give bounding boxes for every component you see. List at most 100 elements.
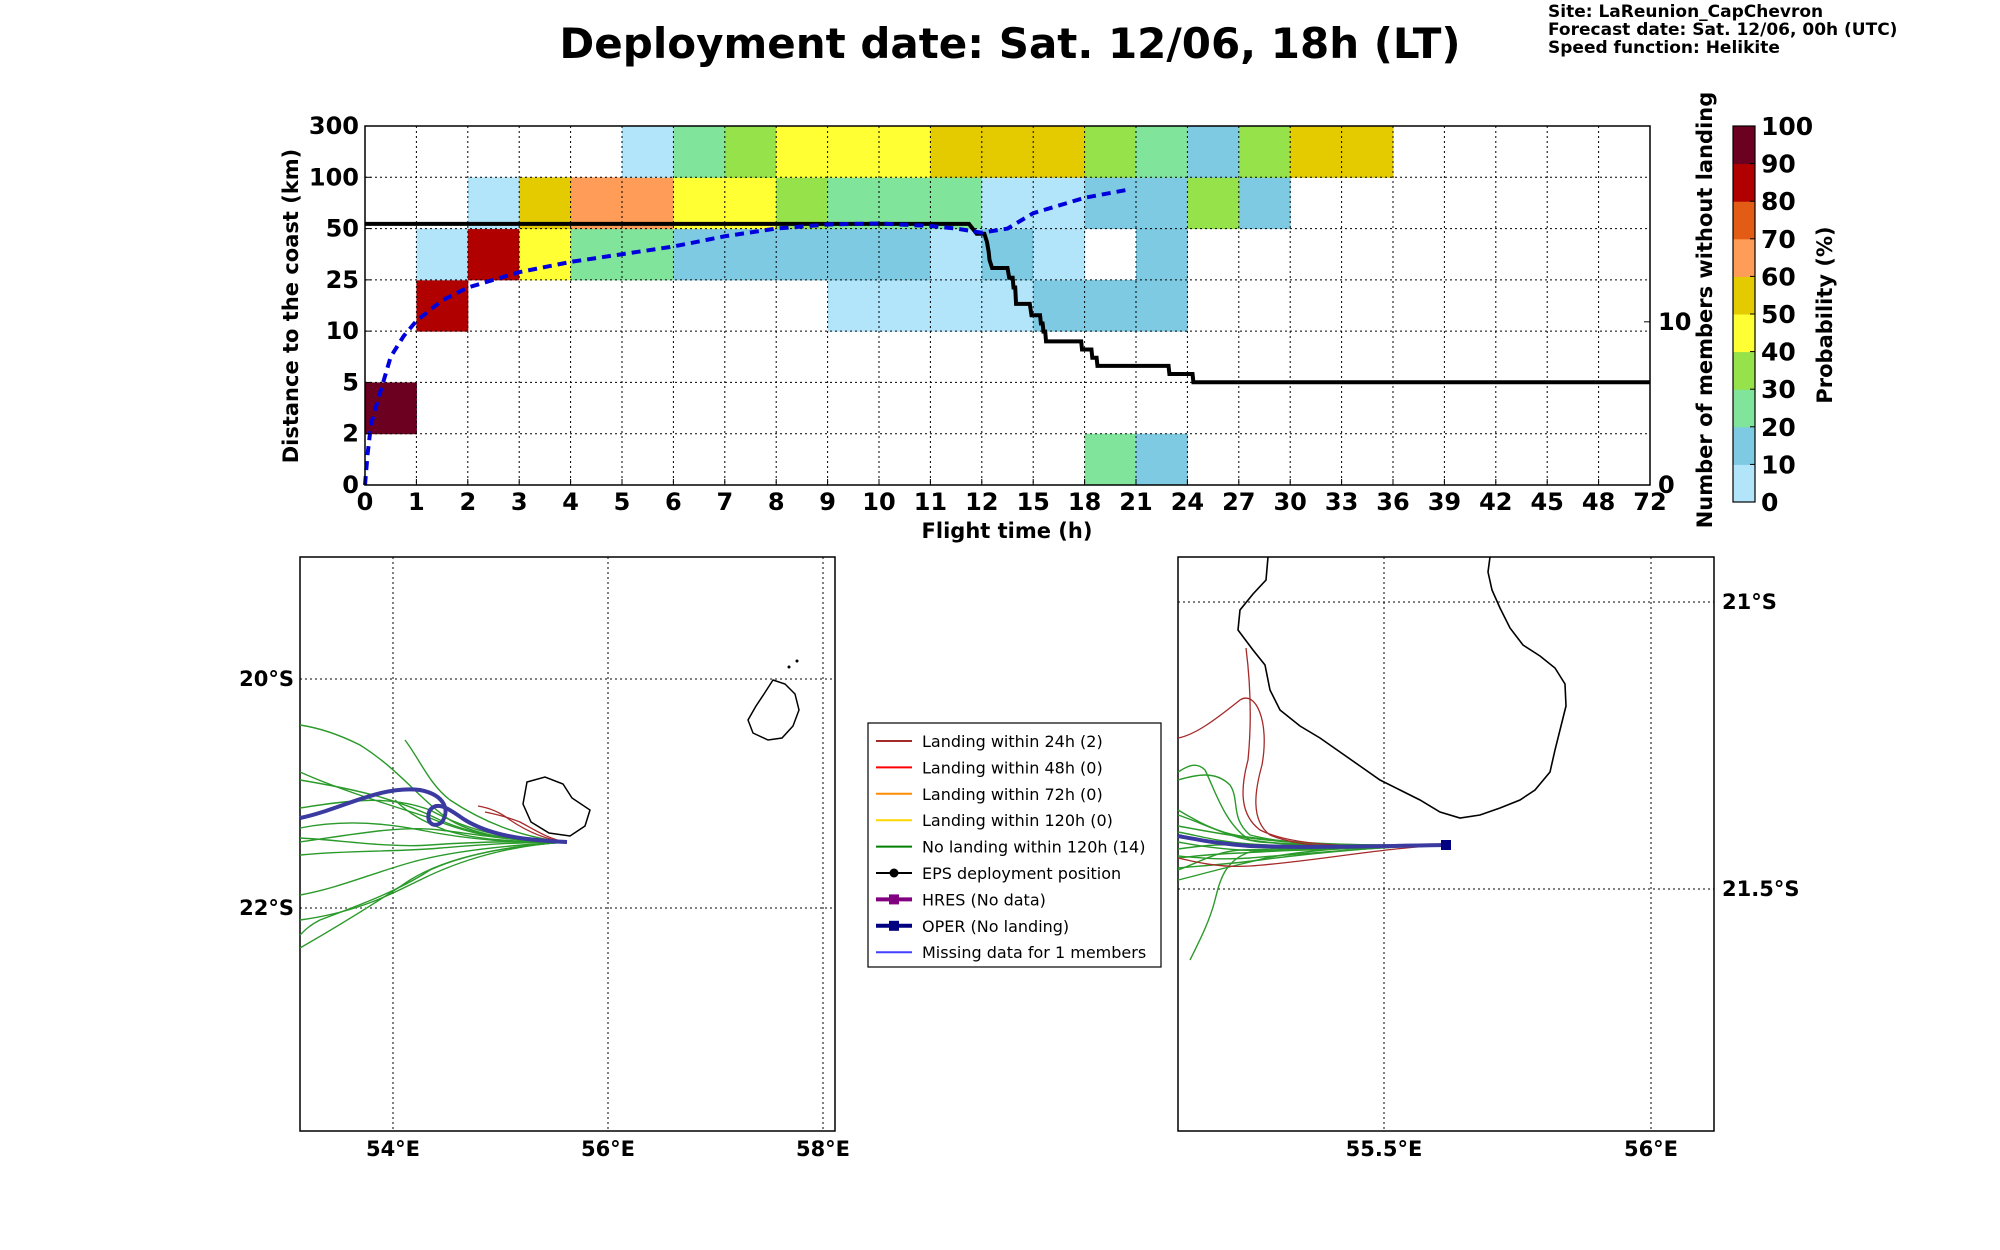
x-tick-label: 3 (511, 488, 528, 516)
heatmap-cell (1136, 228, 1188, 281)
heatmap-cell (930, 279, 983, 332)
plot-frame (364, 125, 1651, 486)
heatmap-cell (1238, 126, 1291, 178)
heatmap-cell (1238, 177, 1291, 230)
y-tick-label: 25 (326, 266, 359, 294)
x-tick-label: 4 (562, 488, 579, 516)
heatmap-cell (981, 126, 1034, 178)
legend-item: Missing data for 1 members (876, 943, 1146, 962)
colorbar-segment (1733, 389, 1755, 428)
lat-tick: 22°S (239, 896, 294, 920)
lat-tick: 21°S (1722, 590, 1777, 614)
left-map-oper-trajectory (299, 787, 568, 844)
axis-ticks: 0 1 2 3 4 5 6 7 8 9 10 11 12 15 18 21 24 27 30 33 36 39 42 45 48… (309, 112, 1692, 516)
y-axis-label: Distance to the coast (km) (279, 149, 303, 464)
heatmap-cell (416, 279, 469, 332)
x-tick-label: 11 (914, 488, 947, 516)
heatmap-cell (827, 228, 880, 281)
x-tick-label: 45 (1530, 488, 1563, 516)
colorbar-segment (1733, 426, 1755, 465)
heatmap-cell (673, 126, 726, 178)
colorbar-tick-label: 100 (1761, 112, 1813, 141)
heatmap-cell (827, 177, 880, 230)
left-map-landing-trajectories (477, 805, 568, 843)
legend-item: No landing within 120h (14) (876, 838, 1145, 857)
left-map-frame (299, 556, 836, 1132)
heatmap-cell (776, 177, 829, 230)
x-tick-label: 21 (1119, 488, 1152, 516)
legend-item: HRES (No data) (876, 890, 1046, 909)
right-map: 55.5°E 56°E 21°S 21.5°S (1177, 556, 1800, 1161)
colorbar-segment (1733, 276, 1755, 315)
legend-label: Landing within 72h (0) (922, 785, 1103, 804)
heatmap-cell (1084, 279, 1137, 332)
right-map-ticks: 55.5°E 56°E 21°S 21.5°S (1346, 590, 1800, 1161)
heatmap-cell (467, 228, 520, 281)
legend-item: EPS deployment position (876, 864, 1121, 883)
legend-label: OPER (No landing) (922, 917, 1069, 936)
x-tick-label: 9 (819, 488, 836, 516)
heatmap-cell (1136, 177, 1188, 230)
legend-label: Missing data for 1 members (922, 943, 1146, 962)
x-tick-label: 39 (1428, 488, 1461, 516)
mauritius-coastline (747, 679, 800, 741)
heatmap-cell (622, 126, 674, 178)
x-tick-label: 42 (1479, 488, 1512, 516)
x-tick-label: 8 (768, 488, 785, 516)
heatmap-cell (879, 279, 931, 332)
legend-label: Landing within 48h (0) (922, 758, 1103, 777)
legend-label: HRES (No data) (922, 890, 1046, 909)
heatmap-cell (1033, 126, 1086, 178)
heatmap-cell (879, 228, 931, 281)
legend-label: No landing within 120h (14) (922, 838, 1145, 857)
lon-tick: 55.5°E (1346, 1137, 1423, 1161)
colorbar-tick-label: 70 (1761, 225, 1796, 254)
colorbar-tick-label: 0 (1761, 488, 1778, 517)
legend-item: Landing within 24h (2) (876, 732, 1103, 751)
left-map-graticule (300, 557, 835, 1131)
heatmap-cell (930, 177, 983, 230)
heatmap-cell (673, 228, 726, 281)
legend-label: Landing within 120h (0) (922, 811, 1113, 830)
heatmap-cell (1136, 126, 1188, 178)
colorbar-segment (1733, 201, 1755, 240)
x-tick-label: 15 (1016, 488, 1049, 516)
forecast-label: Forecast date: Sat. 12/06, 00h (UTC) (1548, 20, 1897, 40)
colorbar-tick-label: 80 (1761, 187, 1796, 216)
legend: Landing within 24h (2) Landing within 48h… (867, 722, 1162, 968)
colorbar-tick-label: 10 (1761, 450, 1796, 479)
lat-tick: 21.5°S (1722, 877, 1799, 901)
y2-axis-label: Number of members without landing (1693, 92, 1717, 529)
colorbar: 0 10 20 30 40 50 60 70 80 90 100 (1732, 112, 1813, 517)
heatmap-cell (879, 177, 931, 230)
colorbar-tick-label: 30 (1761, 375, 1796, 404)
lon-tick: 56°E (1624, 1137, 1678, 1161)
heatmap-cell (1084, 177, 1137, 230)
lon-tick: 58°E (796, 1137, 850, 1161)
colorbar-segment (1733, 314, 1755, 353)
heatmap-cell (519, 177, 572, 230)
heatmap-cell (1136, 279, 1188, 332)
legend-box (867, 722, 1162, 968)
heatmap-cell (570, 177, 623, 230)
speed-label: Speed function: Helikite (1548, 38, 1780, 58)
left-map-trajectories (299, 724, 568, 949)
colorbar-segment (1733, 238, 1755, 277)
legend-item: OPER (No landing) (876, 917, 1069, 936)
y2-tick-label: 0 (1658, 471, 1675, 499)
chart-curves (363, 188, 1650, 486)
heatmap-cell (930, 228, 983, 281)
x-tick-label: 30 (1273, 488, 1306, 516)
y-tick-label: 2 (342, 420, 359, 448)
legend-marker (889, 920, 899, 931)
deployment-marker (1441, 840, 1451, 850)
heatmap-cell (776, 126, 829, 178)
reunion-coastline-large (1237, 556, 1567, 819)
colorbar-segment (1733, 163, 1755, 202)
y2-tick-label: 10 (1658, 308, 1691, 336)
colorbar-tick-label: 20 (1761, 413, 1796, 442)
lon-tick: 56°E (581, 1137, 635, 1161)
heatmap-cell (930, 126, 983, 178)
x-tick-label: 1 (408, 488, 425, 516)
heatmap-cells (365, 126, 1394, 486)
